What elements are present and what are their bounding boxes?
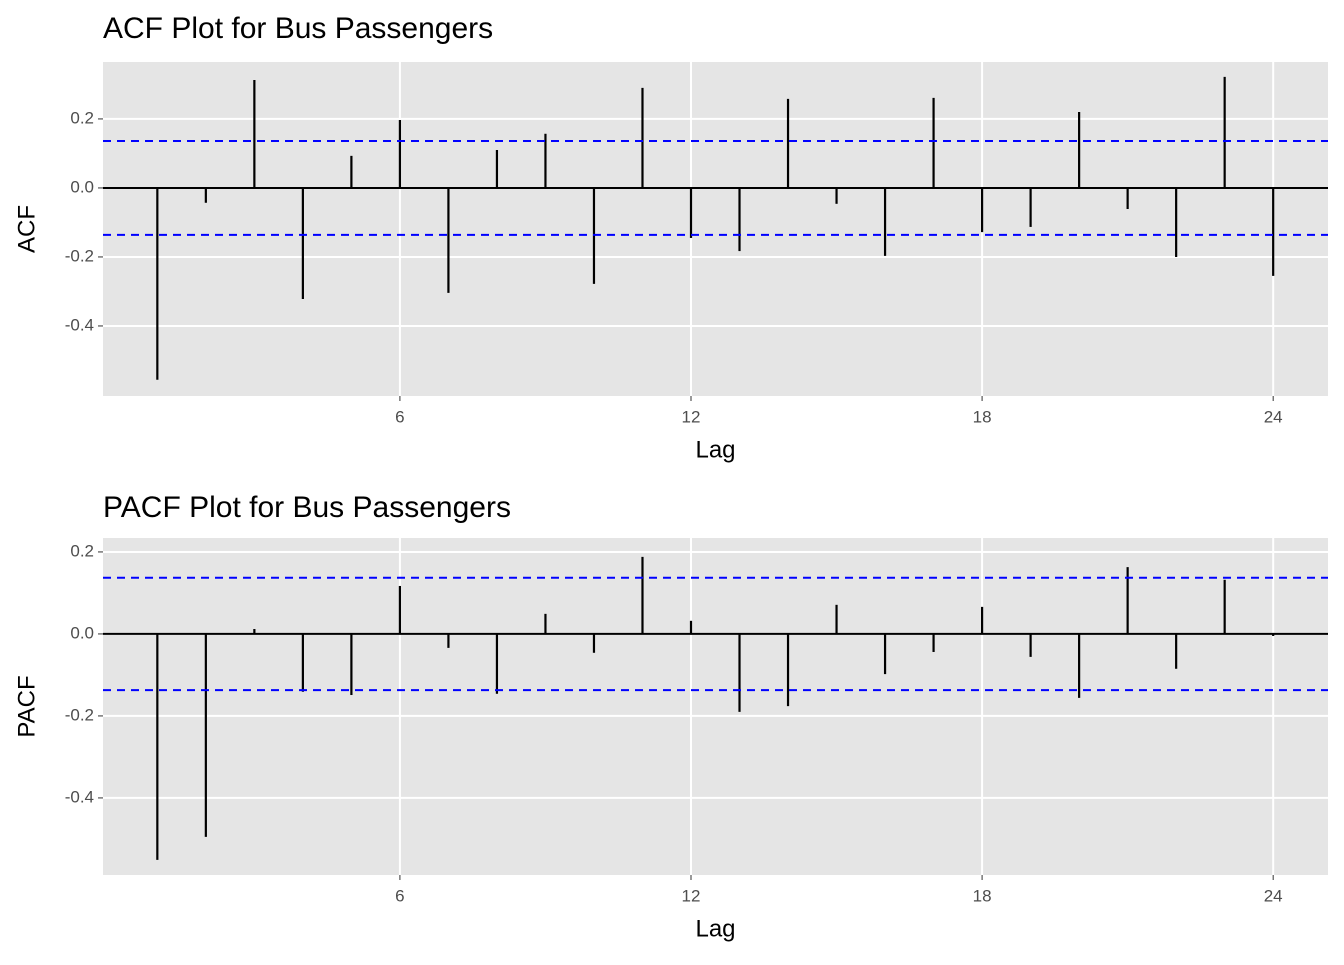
x-axis-label: Lag	[695, 436, 735, 463]
x-tick-label: 18	[973, 407, 992, 426]
y-tick-label: -0.2	[65, 246, 94, 265]
x-tick-label: 12	[682, 407, 701, 426]
x-axis-label: Lag	[695, 915, 735, 942]
panel-background	[103, 62, 1328, 396]
x-tick-label: 18	[973, 886, 992, 905]
x-tick-label: 12	[682, 886, 701, 905]
y-tick-label: 0.0	[70, 623, 94, 642]
x-tick-label: 6	[395, 886, 404, 905]
y-axis-label: PACF	[13, 675, 40, 737]
y-tick-label: -0.2	[65, 705, 94, 724]
y-tick-label: 0.2	[70, 541, 94, 560]
x-tick-label: 24	[1264, 886, 1283, 905]
x-tick-label: 24	[1264, 407, 1283, 426]
y-tick-label: 0.2	[70, 108, 94, 127]
y-axis-label: ACF	[13, 205, 40, 253]
chart-title: PACF Plot for Bus Passengers	[103, 491, 511, 524]
x-tick-label: 6	[395, 407, 404, 426]
y-tick-label: 0.0	[70, 177, 94, 196]
panel-background	[103, 538, 1328, 875]
chart-title: ACF Plot for Bus Passengers	[103, 12, 493, 45]
y-tick-label: -0.4	[65, 315, 94, 334]
y-tick-label: -0.4	[65, 787, 94, 806]
